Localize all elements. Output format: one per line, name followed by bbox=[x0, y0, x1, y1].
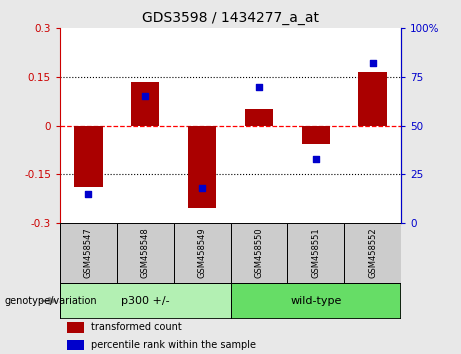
Text: GSM458549: GSM458549 bbox=[198, 228, 207, 279]
Point bbox=[198, 185, 206, 191]
Point bbox=[142, 93, 149, 99]
Text: GSM458548: GSM458548 bbox=[141, 228, 150, 279]
Point bbox=[369, 61, 376, 66]
Point bbox=[255, 84, 263, 90]
Bar bbox=[230, 223, 287, 283]
Text: wild-type: wild-type bbox=[290, 296, 342, 306]
Bar bbox=[60, 223, 117, 283]
Bar bbox=[117, 223, 174, 283]
Bar bbox=[174, 223, 230, 283]
Text: GSM458552: GSM458552 bbox=[368, 228, 377, 279]
Point bbox=[85, 191, 92, 197]
Bar bbox=[245, 109, 273, 126]
Bar bbox=[74, 126, 102, 187]
Bar bbox=[67, 322, 84, 333]
Bar bbox=[358, 72, 387, 126]
Bar bbox=[67, 340, 84, 350]
Bar bbox=[131, 82, 160, 126]
Bar bbox=[230, 283, 401, 319]
Bar bbox=[344, 223, 401, 283]
Text: genotype/variation: genotype/variation bbox=[5, 296, 97, 306]
Text: p300 +/-: p300 +/- bbox=[121, 296, 170, 306]
Text: transformed count: transformed count bbox=[91, 322, 181, 332]
Title: GDS3598 / 1434277_a_at: GDS3598 / 1434277_a_at bbox=[142, 11, 319, 24]
Bar bbox=[301, 126, 330, 143]
Bar bbox=[188, 126, 216, 209]
Text: percentile rank within the sample: percentile rank within the sample bbox=[91, 340, 256, 350]
Text: GSM458547: GSM458547 bbox=[84, 228, 93, 279]
Text: GSM458551: GSM458551 bbox=[311, 228, 320, 279]
Point bbox=[312, 156, 319, 161]
Bar bbox=[60, 283, 230, 319]
Bar bbox=[287, 223, 344, 283]
Text: GSM458550: GSM458550 bbox=[254, 228, 263, 279]
